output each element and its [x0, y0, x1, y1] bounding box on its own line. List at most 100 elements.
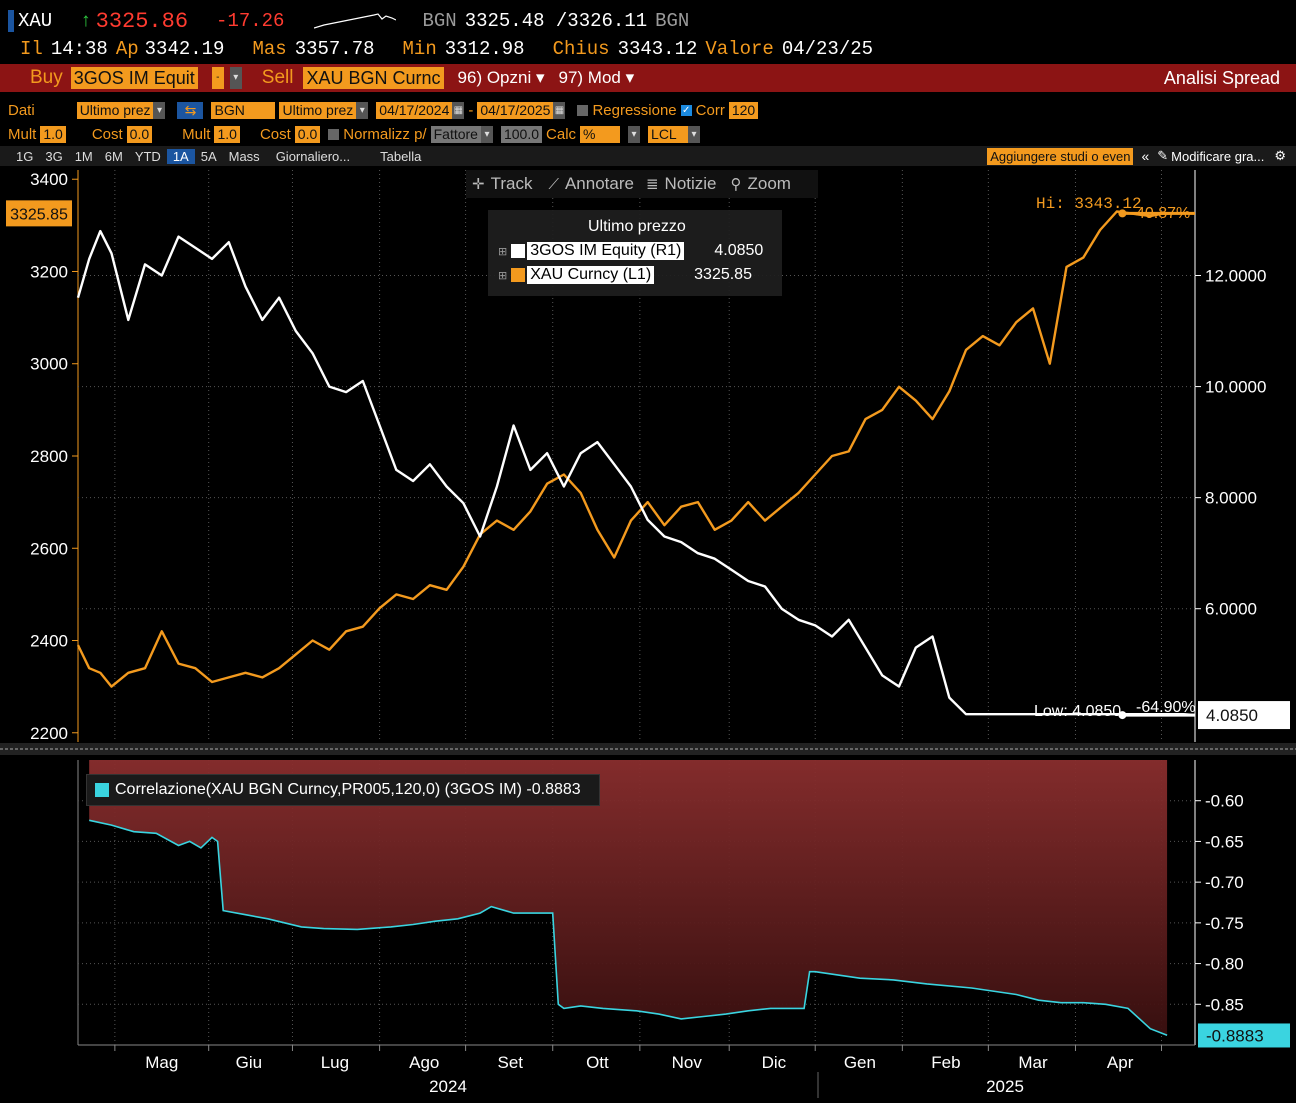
field-2-select[interactable]: Ultimo prez: [279, 101, 357, 119]
right-tick-label: 10.0000: [1205, 378, 1266, 397]
data-label: Dati: [8, 101, 35, 119]
corr-tick-label: -0.65: [1205, 832, 1244, 851]
options-menu[interactable]: 96) Opzni ▾: [457, 68, 545, 87]
news-button[interactable]: Notizie: [664, 174, 717, 193]
ticker-marker: [8, 10, 14, 32]
net-change: -17.26: [216, 10, 285, 32]
range-tab[interactable]: 1G: [16, 148, 34, 164]
range-tab[interactable]: 1A: [166, 148, 195, 164]
normalize-checkbox[interactable]: [328, 128, 340, 140]
low: 3312.98: [444, 38, 525, 60]
range-tab[interactable]: Giornaliero...: [275, 148, 351, 164]
corr-tick-label: -0.80: [1205, 955, 1244, 974]
start-calendar-icon[interactable]: ▦: [452, 101, 465, 119]
quote-source: BGN: [422, 10, 457, 32]
buy-security-field[interactable]: 3GOS IM Equit: [70, 67, 198, 89]
sparkline: [314, 11, 397, 31]
currency-select[interactable]: LCL: [648, 125, 689, 143]
annotate-button[interactable]: Annotare: [564, 174, 634, 193]
left-current-tag: [6, 200, 72, 227]
params-row-1: Dati Ultimo prez ▾ ⇆ BGN Ultimo prez ▾ 0…: [0, 100, 1296, 120]
correlation-legend[interactable]: Correlazione(XAU BGN Curncy,PR005,120,0)…: [86, 774, 600, 806]
legend-name-orange: XAU Curncy (L1): [527, 266, 655, 284]
corr-checkbox[interactable]: ✓: [680, 104, 692, 116]
x-year-label: 2025: [986, 1077, 1024, 1096]
calc-select[interactable]: %: [580, 125, 621, 143]
mult-1-field[interactable]: 1.0: [40, 125, 66, 143]
hi-annotation: Hi: 3343.12: [1036, 195, 1142, 213]
range-tab[interactable]: Tabella: [380, 148, 422, 164]
range-tab[interactable]: 1M: [74, 148, 93, 164]
field-1-select[interactable]: Ultimo prez: [76, 101, 154, 119]
crosshair-icon[interactable]: ✛: [472, 176, 485, 193]
swap-icon[interactable]: ⇆: [177, 101, 204, 119]
time: 14:38: [50, 38, 108, 60]
sell-security-field[interactable]: XAU BGN Curnc: [303, 67, 444, 89]
news-icon[interactable]: ≣: [645, 176, 659, 193]
corr-label: Corr: [695, 101, 725, 119]
range-tab[interactable]: 5A: [200, 148, 217, 164]
factor-dropdown[interactable]: ▾: [480, 125, 493, 143]
legend-entry-orange[interactable]: ⊞ XAU Curncy (L1) 3325.85: [498, 266, 752, 284]
cost-2-field[interactable]: 0.0: [294, 125, 321, 143]
value-date: 04/23/25: [781, 38, 874, 60]
quote-header: XAU ↑ 3325.86 -17.26 BGN 3325.48 /3326.1…: [0, 8, 1296, 34]
left-tick-label: 3400: [30, 170, 68, 189]
calc-dropdown[interactable]: ▾: [628, 125, 641, 143]
currency-dropdown[interactable]: ▾: [688, 125, 701, 143]
x-month-label: Ago: [409, 1053, 439, 1072]
buy-dropdown[interactable]: -: [211, 67, 224, 89]
high-label: Mas: [252, 38, 287, 60]
modify-chart-button[interactable]: Modificare gra...: [1171, 148, 1265, 164]
range-tab[interactable]: YTD: [134, 148, 161, 164]
end-calendar-icon[interactable]: ▦: [553, 101, 566, 119]
value-label: Valore: [705, 38, 774, 60]
range-tab[interactable]: 6M: [104, 148, 123, 164]
gear-icon[interactable]: ⚙: [1274, 148, 1286, 163]
mult-1-label: Mult: [8, 125, 37, 143]
field-2-dropdown[interactable]: ▾: [356, 101, 369, 119]
mult-2-field[interactable]: 1.0: [214, 125, 240, 143]
start-date-field[interactable]: 04/17/2024: [376, 101, 453, 119]
cost-1-field[interactable]: 0.0: [126, 125, 153, 143]
add-studies-field[interactable]: Aggiungere studi o even: [987, 147, 1134, 165]
corr-legend-text: Correlazione(XAU BGN Curncy,PR005,120,0)…: [115, 781, 581, 798]
mode-menu[interactable]: 97) Mod ▾: [558, 68, 635, 87]
legend-title: Ultimo prezzo: [588, 218, 686, 235]
range-tab[interactable]: 3G: [45, 148, 63, 164]
last-price: 3325.86: [95, 8, 189, 34]
expand-icon[interactable]: ⊞: [498, 245, 508, 258]
corr-period-field[interactable]: 120: [728, 101, 759, 119]
date-separator: -: [468, 101, 474, 119]
cost-1-label: Cost: [91, 125, 123, 143]
zoom-button[interactable]: Zoom: [747, 174, 791, 193]
high: 3357.78: [294, 38, 375, 60]
track-button[interactable]: Track: [490, 174, 533, 193]
annotate-icon[interactable]: ⟋: [548, 175, 559, 193]
low-label: Min: [402, 38, 437, 60]
low-pct-annotation: -64.90%: [1136, 699, 1196, 716]
bid-ask: 3325.48 /3326.11: [464, 10, 648, 32]
function-title: Analisi Spread: [1163, 67, 1280, 88]
hi-pct-annotation: 40.87%: [1136, 205, 1190, 222]
collapse-icon[interactable]: «: [1141, 148, 1150, 164]
mult-2-label: Mult: [182, 125, 211, 143]
expand-icon[interactable]: ⊞: [498, 269, 508, 282]
buy-side-dropdown[interactable]: ▾: [229, 67, 242, 89]
chart-toolbar: ✛ Track ⟋ Annotare ≣ Notizie ⚲ Zoom: [466, 170, 818, 198]
field-1-dropdown[interactable]: ▾: [153, 101, 166, 119]
end-date-field[interactable]: 04/17/2025: [477, 101, 554, 119]
pencil-icon[interactable]: ✎: [1157, 148, 1169, 163]
x-month-label: Apr: [1107, 1053, 1134, 1072]
legend-entry-white[interactable]: ⊞ 3GOS IM Equity (R1) 4.0850: [498, 242, 763, 260]
x-year-label: 2024: [429, 1077, 467, 1096]
regression-checkbox[interactable]: [577, 104, 589, 116]
zoom-icon[interactable]: ⚲: [730, 176, 742, 193]
range-tab[interactable]: Mass: [228, 148, 260, 164]
params-row-2: Mult 1.0 Cost 0.0 Mult 1.0 Cost 0.0 Norm…: [0, 124, 1296, 144]
factor-select[interactable]: Fattore: [430, 125, 481, 143]
source-field[interactable]: BGN: [211, 101, 276, 119]
x-month-label: Mag: [145, 1053, 178, 1072]
factor-value-field[interactable]: 100.0: [500, 125, 543, 143]
